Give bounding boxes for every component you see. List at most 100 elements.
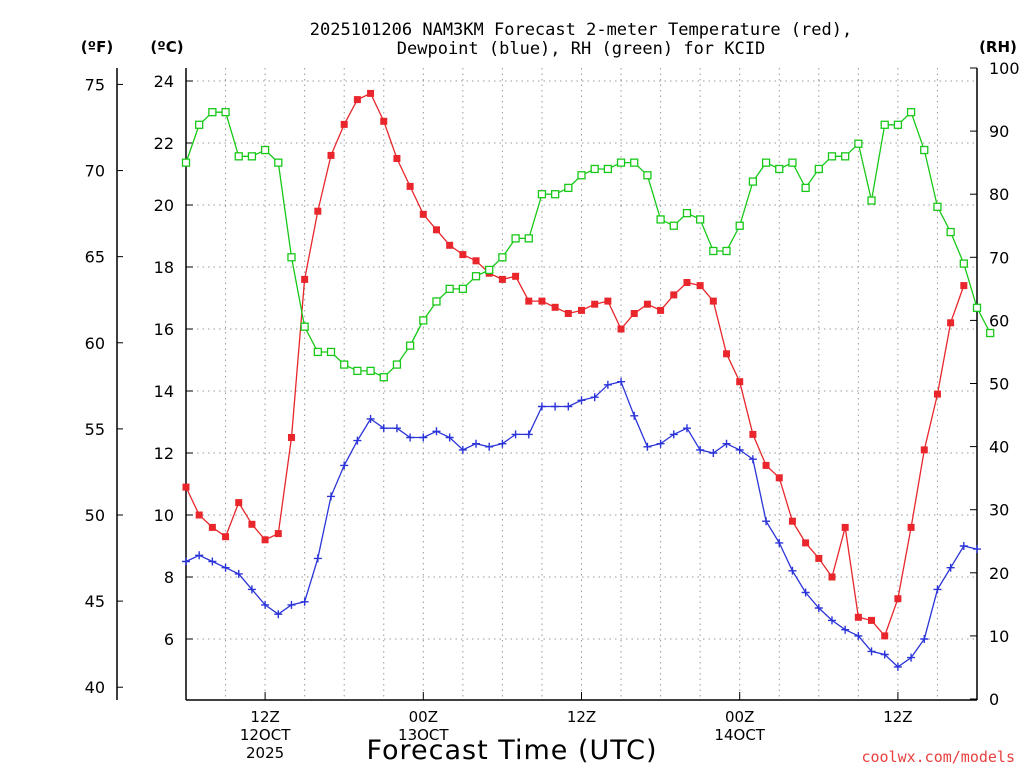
rh-point-33: [616, 158, 626, 167]
rh-point-57: [933, 202, 942, 211]
dewpoint-point-30: [577, 396, 586, 405]
temperature-point-12: [340, 120, 348, 128]
temperature-point-54: [894, 595, 902, 603]
rh-point-8: [287, 253, 296, 262]
temperature-point-57: [933, 390, 941, 398]
dewpoint-point-24: [498, 439, 507, 448]
dewpoint-point-25: [511, 430, 520, 439]
rh-point-5: [247, 152, 257, 161]
dewpoint-point-46: [788, 566, 797, 575]
rh-point-54: [893, 120, 903, 129]
rh-point-36: [656, 215, 665, 224]
rh-point-38: [682, 208, 692, 218]
rh-point-23: [485, 265, 494, 275]
rh-point-55: [906, 108, 916, 117]
fahrenheit-tick-label-55: 55: [85, 420, 105, 439]
dewpoint-point-50: [841, 625, 850, 634]
temperature-point-9: [301, 275, 309, 283]
temperature-point-45: [775, 474, 783, 482]
dewpoint-point-56: [920, 635, 929, 643]
rh-point-21: [458, 284, 468, 294]
rh-point-7: [274, 158, 283, 167]
rh-point-3: [221, 108, 230, 117]
rh-point-34: [630, 158, 639, 167]
x-tick-label-0-2: 2025: [246, 744, 284, 762]
rh-point-14: [366, 366, 375, 376]
rh-point-22: [471, 272, 481, 281]
temperature-point-6: [261, 536, 269, 544]
dewpoint-point-22: [472, 439, 481, 448]
temperature-point-26: [525, 297, 533, 305]
dewpoint-point-14: [366, 414, 375, 423]
temperature-point-10: [314, 207, 322, 215]
rh-point-37: [669, 221, 678, 230]
dewpoint-point-48: [814, 604, 823, 612]
rh-point-9: [300, 322, 309, 331]
rh-point-6: [260, 145, 270, 155]
temperature-point-32: [604, 297, 612, 305]
rh-line: [185, 111, 991, 378]
temperature-point-27: [538, 297, 546, 305]
temperature-point-38: [683, 279, 691, 286]
dewpoint-point-11: [327, 492, 336, 501]
dewpoint-point-26: [524, 430, 533, 439]
rh-point-42: [735, 221, 744, 230]
x-tick-label-4-0: 12Z: [883, 708, 912, 726]
rh-point-28: [550, 190, 560, 199]
rh-tick-label-90: 90: [989, 122, 1009, 141]
rh-point-1: [195, 120, 204, 129]
temperature-point-16: [393, 155, 401, 162]
fahrenheit-tick-label-70: 70: [85, 162, 105, 181]
dewpoint-point-13: [353, 436, 362, 445]
rh-point-58: [946, 227, 955, 237]
rh-tick-label-60: 60: [989, 311, 1009, 330]
dewpoint-point-4: [234, 569, 243, 578]
dewpoint-point-51: [854, 631, 863, 640]
temperature-point-25: [512, 272, 520, 280]
x-axis-label: Forecast Time (UTC): [366, 735, 657, 766]
rh-point-4: [234, 152, 243, 161]
rh-point-43: [748, 177, 758, 186]
temperature-point-49: [828, 573, 836, 581]
rh-point-18: [419, 316, 428, 325]
dewpoint-point-42: [735, 445, 744, 454]
temperature-point-35: [643, 300, 651, 308]
dewpoint-point-19: [432, 427, 441, 436]
dewpoint-point-36: [656, 439, 665, 448]
dewpoint-point-10: [313, 554, 322, 563]
dewpoint-point-35: [643, 442, 652, 451]
rh-point-47: [801, 183, 810, 193]
celsius-tick-label-20: 20: [154, 196, 174, 215]
temperature-point-34: [630, 310, 638, 317]
dewpoint-point-0: [182, 557, 190, 566]
temperature-point-21: [459, 251, 467, 259]
rh-point-44: [761, 158, 771, 167]
temperature-point-5: [248, 520, 256, 528]
fahrenheit-tick-label-40: 40: [85, 678, 105, 697]
dewpoint-point-12: [340, 461, 349, 470]
temperature-point-44: [762, 461, 770, 469]
temperature-point-4: [235, 499, 243, 507]
temperature-point-41: [723, 350, 731, 358]
chart-title-line1: 2025101206 NAM3KM Forecast 2-meter Tempe…: [310, 20, 852, 40]
credit-text: coolwx.com/models: [861, 748, 1015, 766]
dewpoint-point-16: [392, 424, 401, 433]
rh-point-48: [814, 164, 823, 174]
fahrenheit-tick-label-65: 65: [85, 248, 105, 267]
rh-point-45: [775, 164, 784, 174]
dewpoint-point-3: [221, 563, 230, 572]
temperature-point-14: [367, 89, 375, 97]
dewpoint-point-55: [907, 653, 916, 662]
rh-point-0: [181, 158, 191, 167]
chart-title-line2: Dewpoint (blue), RH (green) for KCID: [397, 39, 765, 59]
dewpoint-point-38: [682, 424, 691, 433]
dewpoint-point-34: [630, 411, 639, 420]
temperature-point-0: [182, 483, 190, 491]
dewpoint-point-53: [880, 650, 889, 659]
rh-point-59: [959, 259, 968, 268]
dewpoint-point-20: [445, 433, 454, 442]
temperature-point-1: [195, 511, 203, 519]
celsius-tick-label-16: 16: [154, 320, 174, 339]
dewpoint-point-52: [867, 647, 876, 656]
